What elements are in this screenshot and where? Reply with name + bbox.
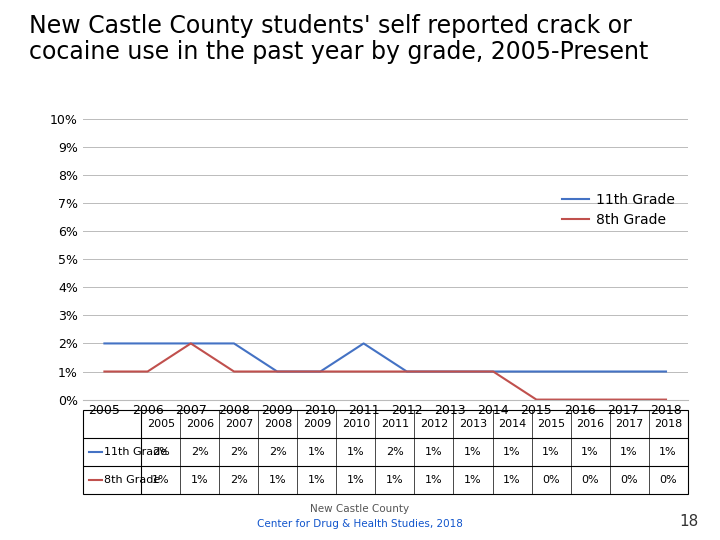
Text: 1%: 1%: [426, 447, 443, 457]
Text: 8th Grade: 8th Grade: [104, 475, 160, 485]
Text: 2011: 2011: [381, 420, 409, 429]
Text: 2%: 2%: [191, 447, 209, 457]
Text: 1%: 1%: [386, 475, 404, 485]
Text: 1%: 1%: [191, 475, 209, 485]
Text: 1%: 1%: [503, 447, 521, 457]
Text: 2018: 2018: [654, 420, 683, 429]
Text: 1%: 1%: [347, 475, 365, 485]
Text: 2007: 2007: [225, 420, 253, 429]
Text: 1%: 1%: [308, 475, 325, 485]
Text: 2%: 2%: [269, 447, 287, 457]
Text: 1%: 1%: [620, 447, 638, 457]
Text: Center for Drug & Health Studies, 2018: Center for Drug & Health Studies, 2018: [257, 519, 463, 529]
Text: 1%: 1%: [152, 475, 170, 485]
Text: 0%: 0%: [542, 475, 560, 485]
Text: New Castle County students' self reported crack or: New Castle County students' self reporte…: [29, 14, 631, 37]
Text: 1%: 1%: [308, 447, 325, 457]
Text: 2009: 2009: [303, 420, 331, 429]
Text: 2006: 2006: [186, 420, 214, 429]
Text: New Castle County: New Castle County: [310, 504, 410, 514]
Text: 1%: 1%: [581, 447, 599, 457]
Text: 2%: 2%: [230, 475, 248, 485]
Text: 11th Grade: 11th Grade: [104, 447, 167, 457]
Text: 1%: 1%: [464, 447, 482, 457]
Text: 1%: 1%: [503, 475, 521, 485]
Text: 18: 18: [679, 514, 698, 529]
Text: 2%: 2%: [230, 447, 248, 457]
Text: 1%: 1%: [426, 475, 443, 485]
Text: 1%: 1%: [542, 447, 560, 457]
Text: 0%: 0%: [660, 475, 677, 485]
Text: 2017: 2017: [615, 420, 643, 429]
Text: 1%: 1%: [660, 447, 677, 457]
Text: 2008: 2008: [264, 420, 292, 429]
Text: 2016: 2016: [576, 420, 604, 429]
Text: 1%: 1%: [464, 475, 482, 485]
Text: 0%: 0%: [620, 475, 638, 485]
Text: 2012: 2012: [420, 420, 448, 429]
Text: 2013: 2013: [459, 420, 487, 429]
Text: 2010: 2010: [342, 420, 370, 429]
Text: 2%: 2%: [152, 447, 170, 457]
Text: 1%: 1%: [347, 447, 365, 457]
Text: 0%: 0%: [581, 475, 599, 485]
Text: 2015: 2015: [537, 420, 565, 429]
Text: 1%: 1%: [269, 475, 287, 485]
Text: 2014: 2014: [498, 420, 526, 429]
Text: cocaine use in the past year by grade, 2005-Present: cocaine use in the past year by grade, 2…: [29, 40, 648, 64]
Text: 2005: 2005: [147, 420, 175, 429]
Text: 2%: 2%: [386, 447, 404, 457]
Legend: 11th Grade, 8th Grade: 11th Grade, 8th Grade: [556, 187, 680, 232]
